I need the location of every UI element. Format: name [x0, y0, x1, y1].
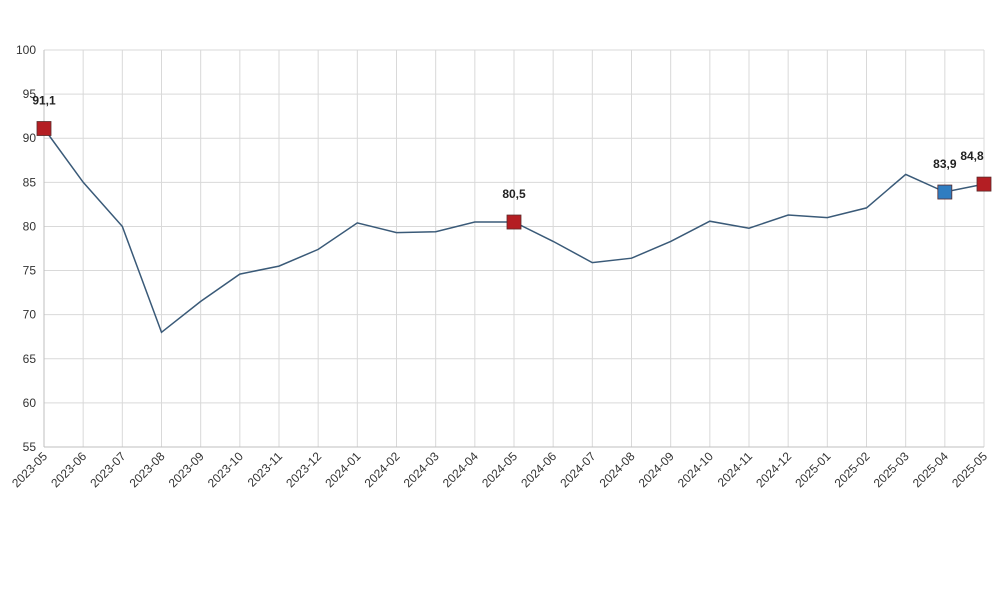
y-tick-label: 95 [23, 87, 37, 101]
x-tick-label: 2025-04 [910, 449, 951, 490]
highlight-marker [976, 176, 992, 192]
x-tick-label: 2024-03 [401, 449, 442, 490]
x-tick-label: 2023-09 [166, 449, 207, 490]
y-tick-label: 90 [23, 131, 37, 145]
y-tick-label: 55 [23, 440, 37, 454]
data-label: 84,8 [960, 149, 984, 163]
y-tick-label: 75 [23, 264, 37, 278]
x-tick-label: 2025-05 [949, 449, 990, 490]
x-tick-label: 2023-12 [283, 449, 324, 490]
y-tick-label: 70 [23, 308, 37, 322]
x-tick-label: 2024-09 [636, 449, 677, 490]
highlight-marker [937, 184, 953, 200]
grid [43, 49, 985, 448]
x-tick-label: 2024-07 [557, 449, 598, 490]
x-tick-label: 2023-11 [245, 449, 286, 490]
x-tick-label: 2024-01 [322, 449, 363, 490]
highlight-markers [36, 121, 992, 230]
x-tick-label: 2025-03 [871, 449, 912, 490]
highlight-marker [506, 214, 522, 230]
y-axis-ticks: 55 60 65 70 75 80 85 90 95 100 [16, 43, 36, 454]
x-tick-label: 2023-06 [48, 449, 89, 490]
x-tick-label: 2024-02 [362, 449, 403, 490]
x-tick-label: 2024-10 [675, 449, 716, 490]
x-tick-label: 2024-05 [479, 449, 520, 490]
x-tick-label: 2023-10 [205, 449, 246, 490]
x-tick-label: 2024-08 [597, 449, 638, 490]
y-tick-label: 80 [23, 219, 37, 233]
x-tick-label: 2023-07 [87, 449, 128, 490]
x-tick-label: 2023-08 [127, 449, 168, 490]
y-tick-label: 85 [23, 175, 37, 189]
x-tick-label: 2023-05 [9, 449, 50, 490]
x-tick-label: 2024-11 [715, 449, 756, 490]
y-tick-label: 60 [23, 396, 37, 410]
data-label: 91,1 [32, 94, 56, 108]
x-tick-label: 2025-02 [832, 449, 873, 490]
x-axis-ticks: 2023-052023-062023-072023-082023-092023-… [9, 449, 990, 490]
x-tick-label: 2025-01 [792, 449, 833, 490]
x-tick-label: 2024-04 [440, 449, 481, 490]
highlight-marker [36, 121, 52, 136]
data-labels: 91,1 80,5 83,984,8 [32, 94, 984, 202]
data-label: 80,5 [502, 187, 526, 201]
y-tick-label: 100 [16, 43, 36, 57]
x-tick-label: 2024-12 [753, 449, 794, 490]
data-label: 83,9 [933, 157, 957, 171]
y-tick-label: 65 [23, 352, 37, 366]
x-tick-label: 2024-06 [518, 449, 559, 490]
